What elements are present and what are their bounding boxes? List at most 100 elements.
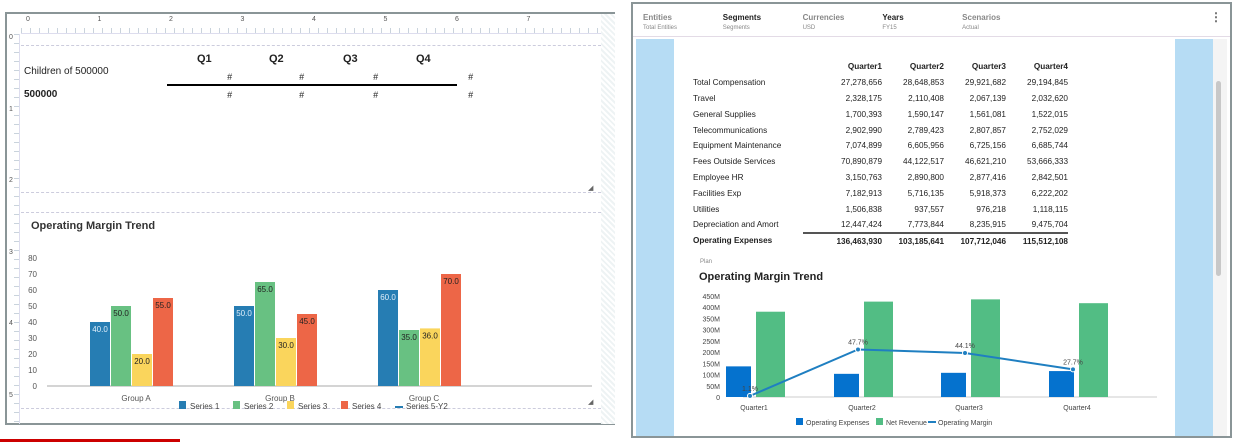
row-label: Telecommunications (693, 125, 768, 135)
table-row: Fees Outside Services 70,890,879 44,122,51… (693, 154, 1068, 170)
line-point (747, 392, 753, 399)
table-row: Utilities 1,506,838 937,557 976,218 1,118,11… (693, 201, 1068, 217)
data-label: 40.0 (92, 325, 108, 334)
chart-title: Operating Margin Trend (699, 271, 824, 283)
data-label: 45.0 (299, 317, 315, 326)
line-point (1070, 366, 1076, 373)
bar (441, 274, 461, 386)
value-cell: 6,605,956 (907, 141, 944, 151)
pov-label: Years (882, 13, 904, 22)
data-cell[interactable]: # (467, 90, 473, 100)
bar (756, 311, 785, 397)
y-tick-label: 50M (706, 384, 720, 391)
value-cell: 1,118,115 (1032, 204, 1068, 214)
pov-scenarios[interactable]: Scenarios Actual (962, 13, 1000, 31)
scrollbar-thumb[interactable] (1216, 81, 1221, 276)
data-label: 60.0 (380, 293, 396, 302)
grid-section-border (21, 192, 601, 193)
data-cell[interactable]: # (372, 72, 378, 82)
value-cell: 7,773,844 (907, 219, 944, 229)
report-chart[interactable]: 0 50M 100M 150M 200M 250M 300M 350M 400M 450M Quar… (673, 286, 1173, 434)
value-cell: 44,122,517 (903, 157, 944, 167)
ruler-tick-label: 2 (169, 16, 173, 23)
pov-entities[interactable]: Entities Total Entities (643, 13, 677, 31)
legend-label: Operating Margin (938, 420, 992, 427)
value-cell: 1,522,015 (1031, 109, 1068, 119)
data-cell[interactable]: # (226, 72, 232, 82)
bar (420, 328, 440, 386)
resize-handle-icon[interactable]: ◢ (588, 399, 594, 406)
bar (1079, 303, 1108, 397)
pov-label: Entities (643, 13, 672, 22)
resize-handle-icon[interactable]: ◢ (588, 185, 594, 192)
ruler-tick-label: 1 (97, 16, 102, 23)
line-point (962, 350, 968, 357)
y-tick-label: 10 (28, 366, 37, 375)
legend-swatch (233, 401, 240, 409)
legend-label: Series 2 (244, 402, 274, 411)
x-tick-label: Quarter4 (1063, 405, 1091, 412)
data-label: 36.0 (422, 331, 438, 340)
kebab-menu-icon[interactable]: ⋮ (1210, 10, 1222, 24)
scrollbar[interactable] (1213, 39, 1227, 436)
data-cell[interactable]: # (298, 90, 304, 100)
red-underline (0, 439, 180, 442)
ruler-tick-label: 6 (455, 16, 459, 23)
bar (90, 322, 110, 386)
value-cell: 12,447,424 (841, 219, 882, 229)
column-header[interactable]: Q2 (269, 53, 284, 65)
pov-currencies[interactable]: Currencies USD (803, 13, 845, 31)
value-cell: 53,666,333 (1027, 157, 1068, 167)
row-label-500000[interactable]: 500000 (24, 84, 194, 100)
y-tick-label: 70 (28, 270, 37, 279)
row-label-children[interactable]: Children of 500000 (24, 61, 194, 77)
row-label: Equipment Maintenance (693, 141, 782, 151)
value-cell: 2,328,175 (845, 93, 882, 103)
column-header: Quarter3 (971, 62, 1006, 72)
value-cell: 976,218 (976, 204, 1006, 214)
data-label: 30.0 (278, 341, 294, 350)
pov-value: Segments (722, 25, 750, 31)
y-tick-label: 50 (28, 302, 37, 311)
designer-chart[interactable]: 0 10 20 30 40 50 60 70 80 Group A 40.0 50.0 20.0 55.0… (7, 234, 601, 414)
legend-label: Operating Expenses (806, 420, 870, 427)
pov-value: Total Entities (643, 25, 678, 31)
table-row: Equipment Maintenance 7,074,899 6,605,956 6… (693, 138, 1068, 154)
pov-label: Currencies (802, 13, 845, 22)
data-label: 20.0 (134, 357, 150, 366)
report-preview-panel: Entities Total Entities Segments Segments Cu… (631, 2, 1232, 438)
column-header[interactable]: Q4 (416, 53, 431, 65)
y-tick-label: 0 (716, 395, 720, 402)
column-header[interactable]: Q1 (197, 53, 212, 65)
y-tick-label: 0 (33, 382, 38, 391)
legend-label: Net Revenue (886, 420, 927, 427)
pov-segments[interactable]: Segments Segments (723, 13, 761, 31)
y-tick-label: 60 (28, 286, 37, 295)
data-cell[interactable]: # (226, 90, 232, 100)
row-label: General Supplies (693, 109, 756, 119)
bar (297, 314, 317, 386)
data-label: 50.0 (236, 309, 252, 318)
bar (834, 373, 859, 397)
legend-label: Series 1 (190, 402, 220, 411)
grid-section-border (21, 45, 601, 46)
total-underline (167, 84, 457, 86)
line-series (749, 348, 1074, 397)
y-tick-label: 250M (702, 339, 720, 346)
legend-label: Series 5-Y2 (406, 402, 448, 411)
value-cell: 2,890,800 (907, 172, 944, 182)
data-label: 27.7% (1063, 359, 1083, 366)
data-cell[interactable]: # (467, 72, 473, 82)
table-row: Telecommunications 2,902,990 2,789,423 2,80… (693, 122, 1068, 138)
pov-years[interactable]: Years FY15 (882, 13, 903, 31)
column-header[interactable]: Q3 (343, 53, 358, 65)
data-cell[interactable]: # (298, 72, 304, 82)
x-tick-label: Quarter3 (955, 405, 983, 412)
data-cell[interactable]: # (372, 90, 378, 100)
data-label: 50.0 (113, 309, 129, 318)
table-row: Facilities Exp 7,182,913 5,716,135 5,918,37… (693, 185, 1068, 201)
value-cell: 2,789,423 (907, 125, 944, 135)
ruler-tick-label: 4 (9, 320, 13, 327)
legend-swatch (287, 401, 294, 409)
row-label: Fees Outside Services (693, 157, 776, 167)
